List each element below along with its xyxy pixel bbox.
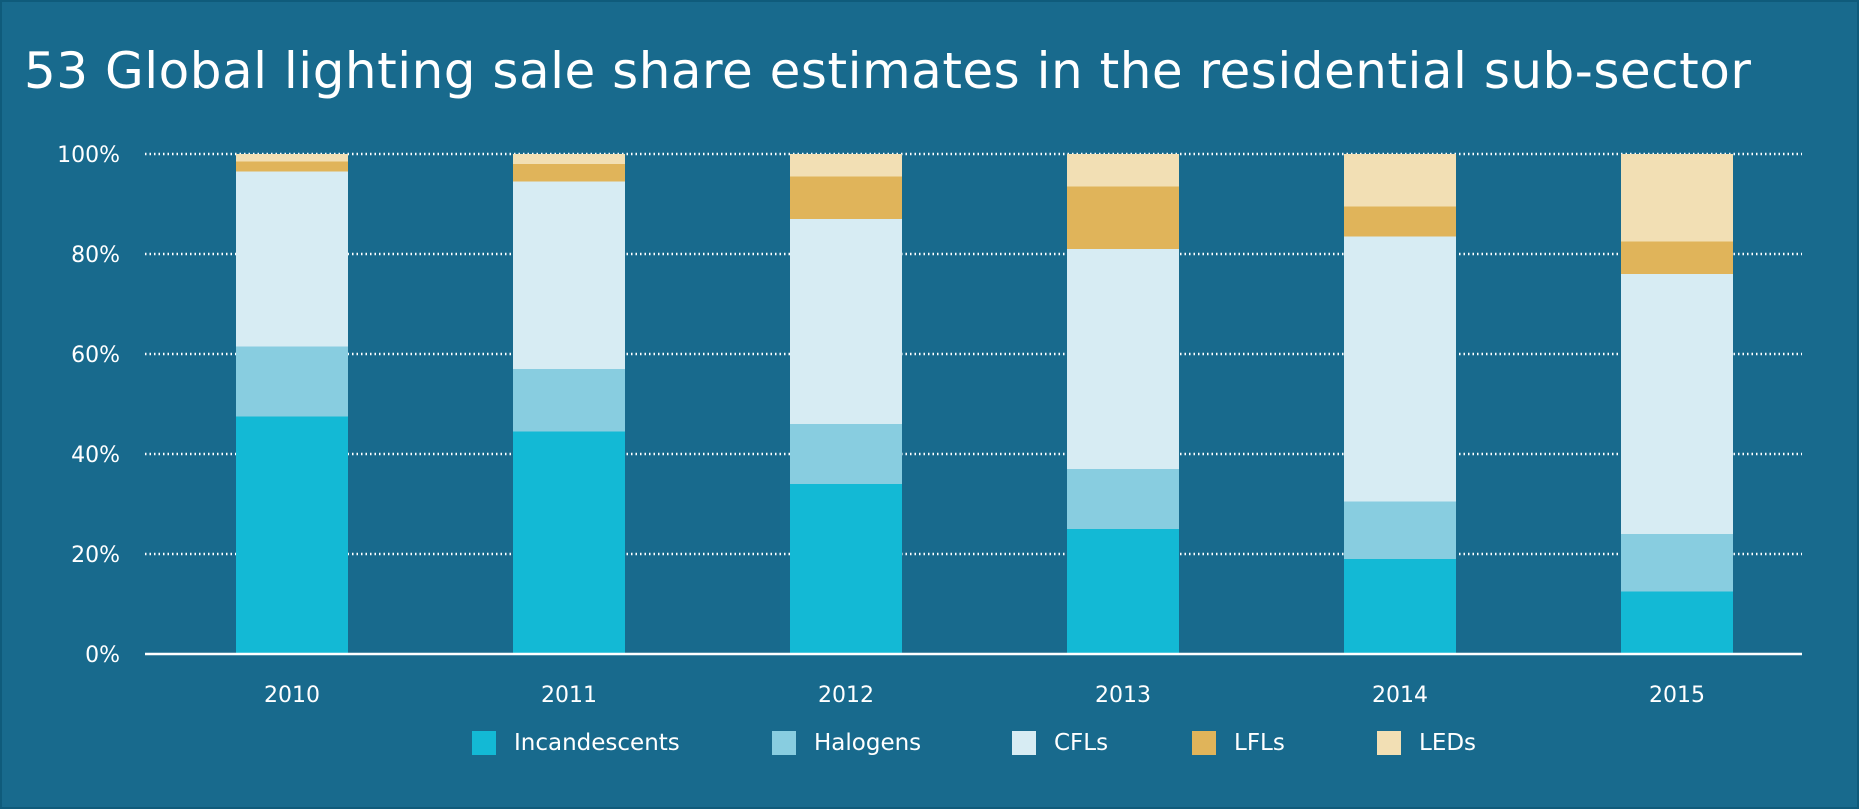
- bar-segment-incandescents-2013: [1067, 529, 1179, 654]
- y-tick-label: 60%: [71, 343, 120, 368]
- x-tick-label: 2010: [264, 683, 320, 708]
- bar-segment-leds-2013: [1067, 154, 1179, 187]
- bar-segment-incandescents-2011: [513, 431, 625, 654]
- bar-segment-incandescents-2010: [236, 416, 348, 654]
- bar-segment-halogens-2015: [1621, 534, 1733, 592]
- bar-segment-incandescents-2014: [1344, 559, 1456, 654]
- bar-segment-halogens-2010: [236, 346, 348, 417]
- bar-segment-cfls-2010: [236, 171, 348, 347]
- bar-segment-lfls-2013: [1067, 186, 1179, 249]
- legend-item-cfls: CFLs: [1012, 725, 1108, 761]
- x-tick-label: 2012: [818, 683, 874, 708]
- bar-segment-halogens-2013: [1067, 469, 1179, 529]
- legend-swatch: [772, 731, 796, 755]
- legend-label: CFLs: [1054, 730, 1109, 756]
- y-tick-label: 0%: [85, 643, 120, 668]
- y-tick-label: 20%: [71, 543, 120, 568]
- y-tick-label: 80%: [71, 243, 120, 268]
- bar-segment-incandescents-2015: [1621, 591, 1733, 654]
- bar-segment-leds-2010: [236, 154, 348, 162]
- bar-segment-lfls-2012: [790, 176, 902, 219]
- bar-segment-halogens-2012: [790, 424, 902, 484]
- bar-segment-leds-2011: [513, 154, 625, 164]
- bar-segment-lfls-2010: [236, 161, 348, 172]
- x-tick-label: 2014: [1372, 683, 1428, 708]
- legend-item-incandescents: Incandescents: [472, 725, 680, 761]
- x-tick-label: 2011: [541, 683, 597, 708]
- x-tick-label: 2015: [1649, 683, 1705, 708]
- bar-segment-cfls-2013: [1067, 249, 1179, 469]
- legend-label: Halogens: [814, 730, 922, 756]
- chart-title: 53 Global lighting sale share estimates …: [24, 42, 1752, 100]
- bar-segment-leds-2012: [790, 154, 902, 177]
- legend-label: Incandescents: [514, 730, 680, 756]
- bar-segment-leds-2015: [1621, 154, 1733, 242]
- bar-segment-lfls-2015: [1621, 241, 1733, 274]
- x-tick-label: 2013: [1095, 683, 1151, 708]
- legend-swatch: [472, 731, 496, 755]
- bar-segment-incandescents-2012: [790, 484, 902, 654]
- bar-segment-cfls-2014: [1344, 236, 1456, 502]
- bar-segment-leds-2014: [1344, 154, 1456, 207]
- bar-segment-halogens-2014: [1344, 501, 1456, 559]
- legend-item-halogens: Halogens: [772, 725, 921, 761]
- legend-swatch: [1012, 731, 1036, 755]
- y-tick-label: 40%: [71, 443, 120, 468]
- bar-segment-cfls-2012: [790, 219, 902, 424]
- y-tick-label: 100%: [57, 143, 120, 168]
- bar-segment-cfls-2015: [1621, 274, 1733, 534]
- bar-segment-halogens-2011: [513, 369, 625, 432]
- legend-item-leds: LEDs: [1377, 725, 1476, 761]
- legend-label: LEDs: [1419, 730, 1477, 756]
- bar-segment-cfls-2011: [513, 181, 625, 369]
- legend: Incandescents Halogens CFLs LFLs LEDs: [2, 725, 1857, 761]
- legend-swatch: [1377, 731, 1401, 755]
- legend-swatch: [1192, 731, 1216, 755]
- legend-item-lfls: LFLs: [1192, 725, 1285, 761]
- bar-segment-lfls-2011: [513, 164, 625, 182]
- bar-segment-lfls-2014: [1344, 206, 1456, 237]
- legend-label: LFLs: [1234, 730, 1285, 756]
